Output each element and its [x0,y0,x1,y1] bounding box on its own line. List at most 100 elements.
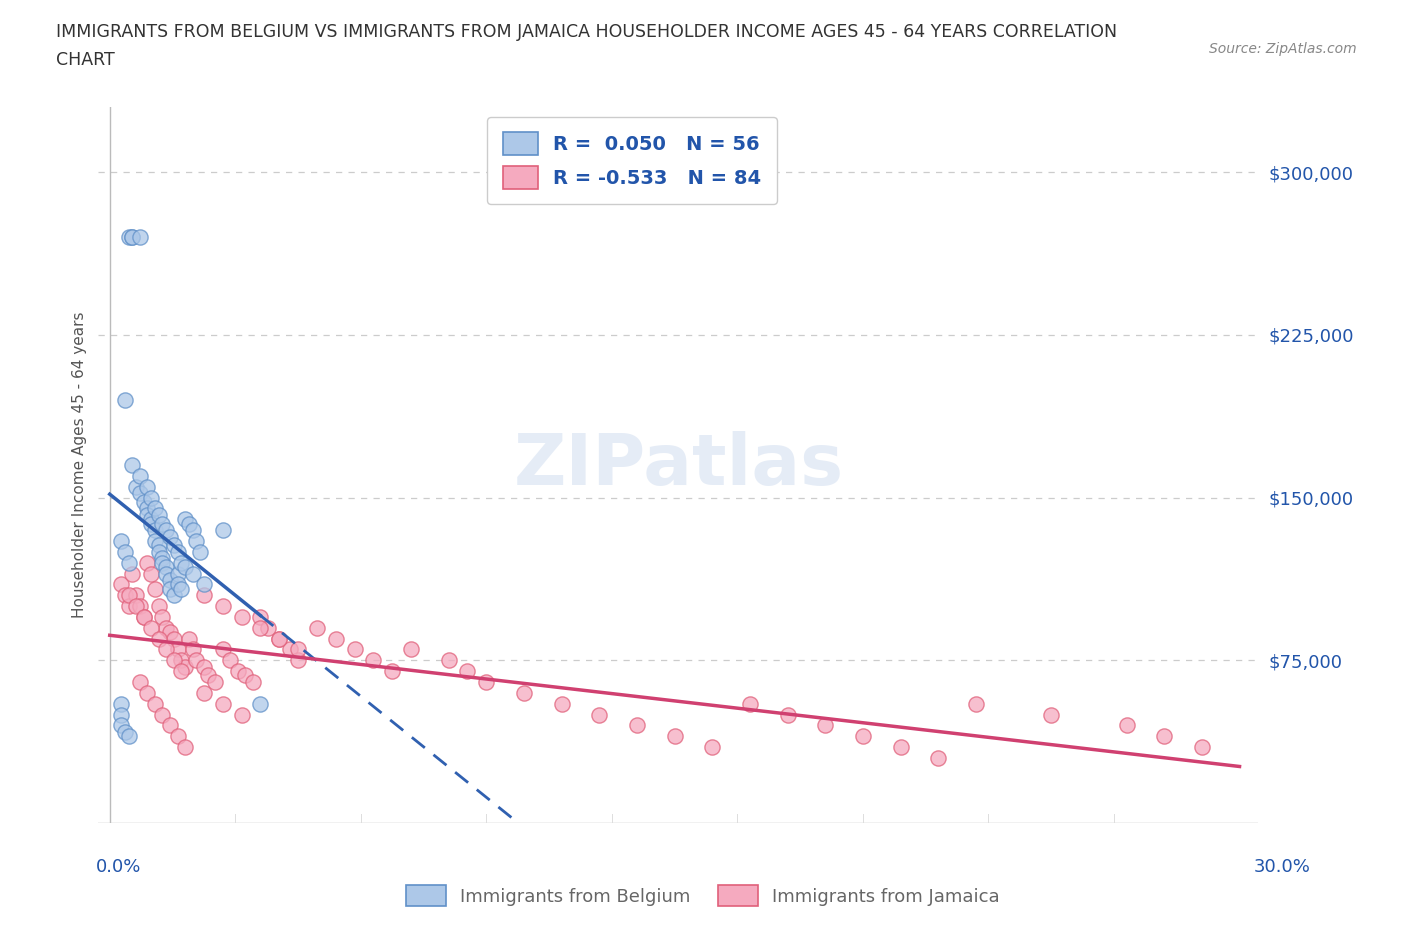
Point [381,664,404,679]
Point [128,230,150,245]
Point [626,718,648,733]
Point [125,479,148,494]
Point [114,544,136,559]
Point [155,560,177,575]
Point [143,697,166,711]
Point [588,707,610,722]
Point [132,495,155,510]
Point [1153,729,1175,744]
Point [128,485,150,500]
Point [114,588,136,603]
Point [117,555,139,570]
Point [170,653,193,668]
Point [242,674,264,689]
Point [437,653,460,668]
Point [117,729,139,744]
Point [143,581,166,596]
Point [664,729,686,744]
Point [174,560,197,575]
Point [141,490,163,505]
Point [152,609,174,624]
Point [814,718,837,733]
Point [231,609,253,624]
Point [305,620,328,635]
Point [186,534,208,549]
Text: Source: ZipAtlas.com: Source: ZipAtlas.com [1209,42,1357,56]
Point [155,620,177,635]
Point [159,718,181,733]
Point [125,599,148,614]
Point [148,631,170,646]
Point [136,508,159,523]
Point [193,588,215,603]
Point [152,555,174,570]
Point [927,751,949,765]
Point [1115,718,1137,733]
Point [177,516,200,531]
Point [117,599,139,614]
Point [170,555,193,570]
Y-axis label: Householder Income Ages 45 - 64 years: Householder Income Ages 45 - 64 years [72,312,87,618]
Point [143,501,166,516]
Point [148,538,170,552]
Point [141,512,163,526]
Point [249,620,271,635]
Point [159,529,181,544]
Point [852,729,875,744]
Point [163,653,186,668]
Point [125,588,148,603]
Point [132,609,155,624]
Text: ZIPatlas: ZIPatlas [513,431,844,499]
Point [513,685,536,700]
Text: IMMIGRANTS FROM BELGIUM VS IMMIGRANTS FROM JAMAICA HOUSEHOLDER INCOME AGES 45 - : IMMIGRANTS FROM BELGIUM VS IMMIGRANTS FR… [56,23,1118,41]
Point [211,642,233,657]
Text: CHART: CHART [56,51,115,69]
Point [117,230,139,245]
Point [170,664,193,679]
Point [166,642,188,657]
Point [148,599,170,614]
Point [280,642,302,657]
Point [211,697,233,711]
Point [776,707,799,722]
Point [163,631,186,646]
Point [181,566,204,581]
Point [114,392,136,407]
Point [110,577,132,591]
Point [170,581,193,596]
Point [166,577,188,591]
Point [155,566,177,581]
Point [121,230,143,245]
Point [325,631,347,646]
Point [136,479,159,494]
Point [249,697,271,711]
Point [155,642,177,657]
Point [197,668,219,683]
Point [174,739,197,754]
Point [141,516,163,531]
Legend: R =  0.050   N = 56, R = -0.533   N = 84: R = 0.050 N = 56, R = -0.533 N = 84 [486,116,778,205]
Point [121,458,143,472]
Point [188,544,211,559]
Point [226,664,249,679]
Point [193,685,215,700]
Point [152,707,174,722]
Point [211,523,233,538]
Point [269,631,291,646]
Point [257,620,280,635]
Point [269,631,291,646]
Point [166,729,188,744]
Point [152,516,174,531]
Point [249,609,271,624]
Point [110,707,132,722]
Point [121,566,143,581]
Point [114,724,136,739]
Point [233,668,256,683]
Point [456,664,478,679]
Text: 0.0%: 0.0% [96,857,141,876]
Point [287,642,309,657]
Point [181,642,204,657]
Point [550,697,572,711]
Point [166,566,188,581]
Point [110,697,132,711]
